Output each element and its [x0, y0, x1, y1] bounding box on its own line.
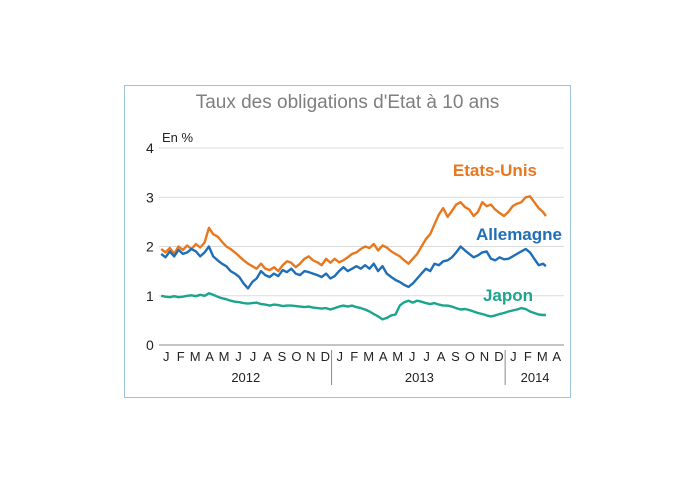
y-tick-label: 0 — [146, 337, 154, 353]
x-tick-label: J — [409, 349, 416, 364]
x-tick-label: D — [321, 349, 330, 364]
series-line-allemagne — [160, 245, 547, 290]
year-label: 2013 — [405, 370, 434, 385]
x-tick-label: M — [219, 349, 230, 364]
series-label-etats-unis: Etats-Unis — [453, 161, 537, 180]
x-tick-label: O — [291, 349, 301, 364]
series-label-japon: Japon — [483, 286, 533, 305]
x-tick-label: A — [205, 349, 214, 364]
x-tick-label: J — [510, 349, 517, 364]
x-tick-label: M — [392, 349, 403, 364]
chart-frame — [124, 85, 571, 398]
x-tick-label: F — [350, 349, 358, 364]
series-lines — [160, 195, 547, 321]
chart-title: Taux des obligations d'Etat à 10 ans — [195, 92, 500, 113]
x-tick-label: D — [494, 349, 503, 364]
y-tick-label: 1 — [146, 288, 154, 304]
series-label-allemagne: Allemagne — [476, 225, 562, 244]
y-axis-ticks: 0 1 2 3 4 — [146, 140, 154, 353]
y-tick-label: 2 — [146, 239, 154, 255]
x-tick-label: N — [480, 349, 489, 364]
x-tick-label: J — [423, 349, 430, 364]
unit-label: En % — [162, 130, 194, 145]
year-label: 2012 — [231, 370, 260, 385]
x-tick-label: J — [250, 349, 257, 364]
x-tick-label: O — [465, 349, 475, 364]
x-tick-label: J — [337, 349, 344, 364]
x-tick-label: A — [552, 349, 561, 364]
series-labels: Etats-Unis Allemagne Japon — [453, 161, 562, 305]
x-tick-label: M — [363, 349, 374, 364]
x-tick-label: S — [451, 349, 460, 364]
x-tick-label: S — [278, 349, 287, 364]
y-tick-label: 4 — [146, 140, 154, 156]
x-tick-label: F — [177, 349, 185, 364]
x-tick-label: M — [190, 349, 201, 364]
x-tick-label: A — [437, 349, 446, 364]
x-tick-label: J — [235, 349, 242, 364]
x-tick-label: A — [263, 349, 272, 364]
x-tick-label: M — [537, 349, 548, 364]
series-line-japon — [160, 292, 546, 321]
x-tick-label: F — [524, 349, 532, 364]
x-tick-label: J — [163, 349, 170, 364]
y-tick-label: 3 — [146, 189, 154, 205]
year-label: 2014 — [521, 370, 550, 385]
series-line-etats-unis — [160, 195, 547, 273]
x-tick-label: N — [306, 349, 315, 364]
x-tick-label: A — [379, 349, 388, 364]
